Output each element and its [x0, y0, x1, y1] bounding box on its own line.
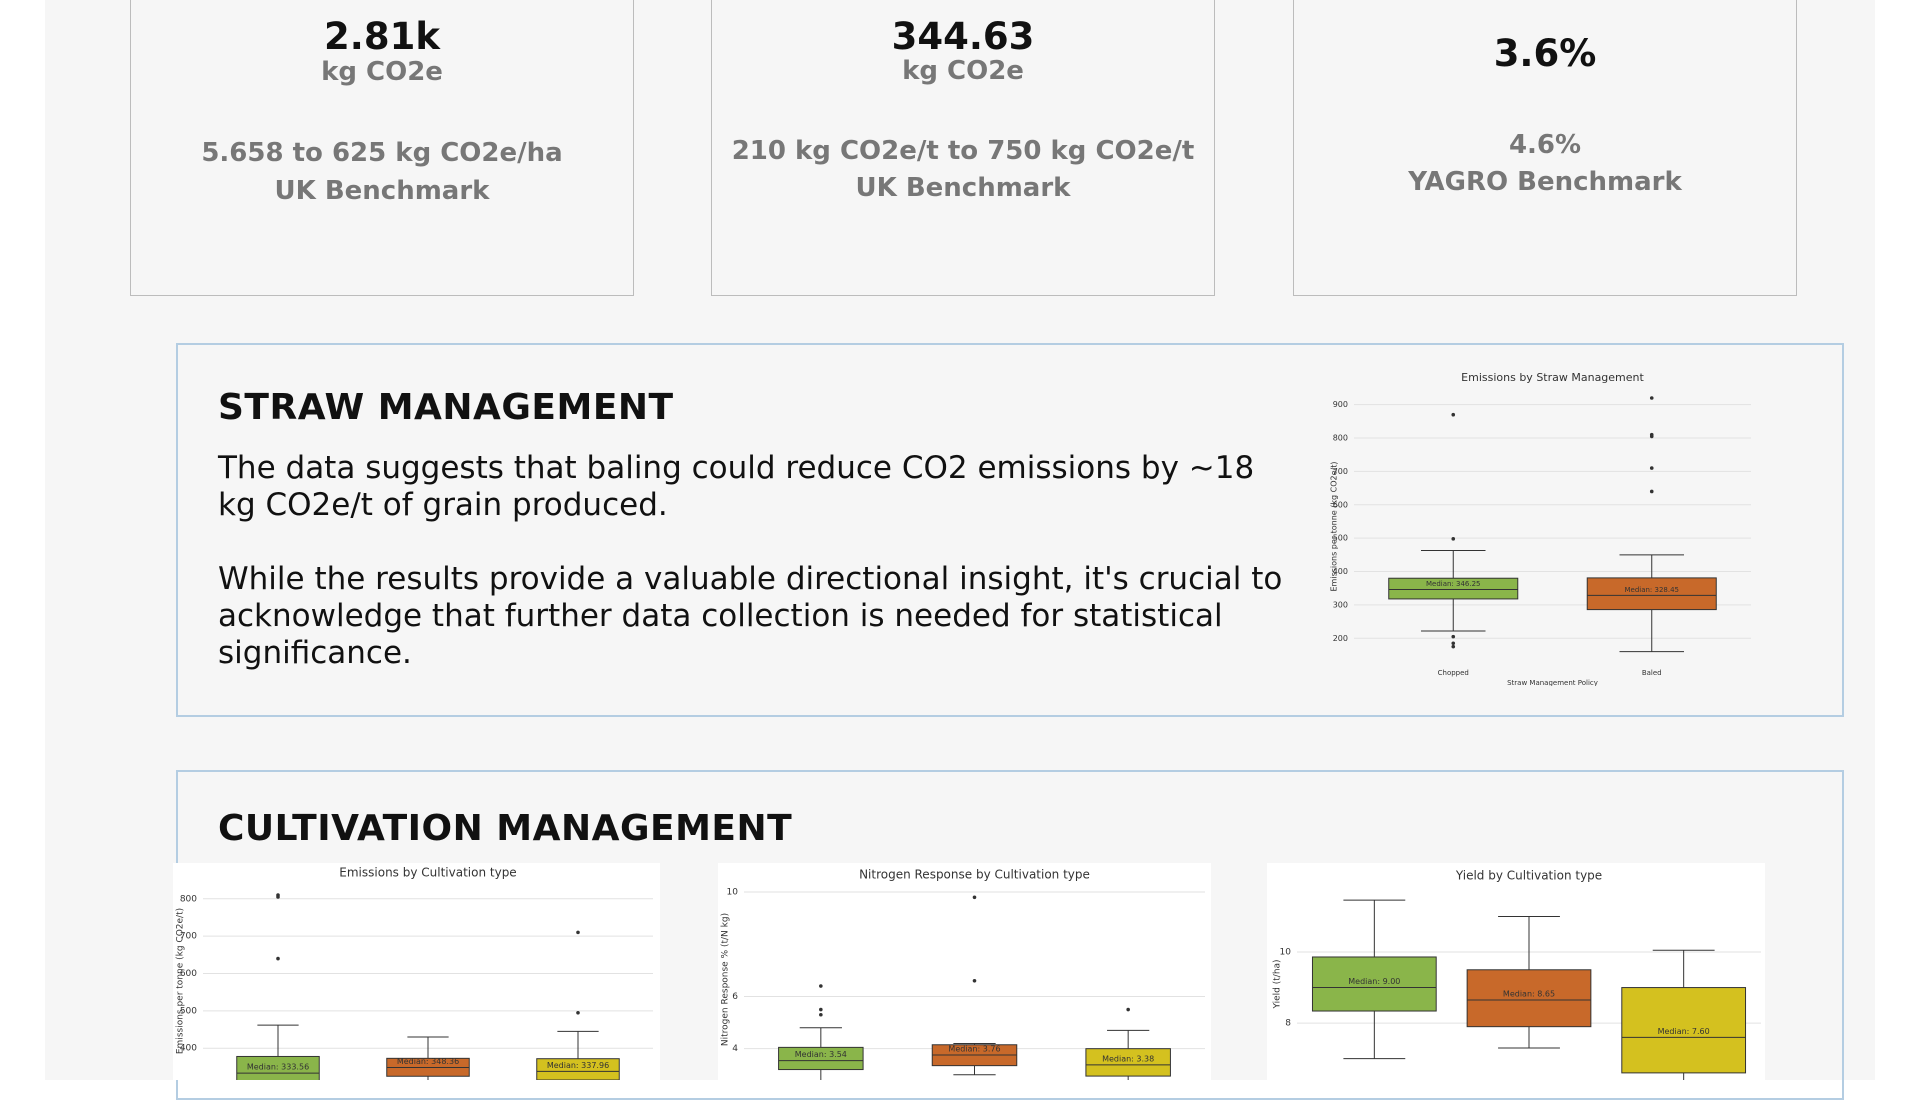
y-tick-label: 400	[1333, 567, 1348, 576]
outlier	[819, 984, 823, 988]
chart-title: Emissions by Cultivation type	[339, 866, 516, 880]
outlier	[1649, 489, 1654, 494]
outlier	[1649, 434, 1654, 439]
y-tick-label: 600	[1333, 500, 1348, 509]
y-axis-label: Emissions per tonne (kg CO2e/t)	[176, 908, 186, 1054]
median-label: Median: 9.00	[1348, 977, 1400, 986]
outlier	[819, 1012, 823, 1017]
kpi-value: 344.63	[891, 15, 1035, 58]
kpi-value: 2.81k	[324, 15, 440, 58]
kpi-card: 3.6% 4.6% YAGRO Benchmark	[1293, 0, 1797, 296]
box-chart: Yield by Cultivation type Yield (t/ha)8 10…	[1267, 863, 1765, 1080]
kpi-unit: kg CO2e	[321, 57, 443, 87]
median-label: Median: 3.54	[795, 1050, 847, 1059]
median-label: Median: 3.76	[948, 1044, 1000, 1053]
y-tick-label: 400	[180, 1044, 197, 1054]
box-chart: Emissions by Straw Management Emissions p…	[1330, 371, 1751, 686]
y-axis-label: Emissions per tonne (kg CO2e/t)	[1330, 462, 1339, 592]
median-label: Median: 337.96	[547, 1061, 609, 1070]
kpi-unit: kg CO2e	[902, 56, 1024, 86]
outlier	[972, 895, 977, 900]
straw-section: STRAW MANAGEMENT The data suggests that …	[176, 343, 1844, 717]
y-tick-label: 10	[727, 888, 739, 898]
box	[1388, 577, 1519, 600]
box	[1466, 969, 1592, 1028]
outlier	[1649, 396, 1654, 400]
median-label: Median: 333.56	[247, 1063, 309, 1072]
outlier	[1451, 537, 1456, 541]
y-tick-label: 10	[1280, 948, 1292, 958]
kpi-benchmark: UK Benchmark	[855, 173, 1071, 203]
box	[1621, 987, 1747, 1074]
y-tick-label: 900	[1333, 400, 1348, 409]
outlier	[1126, 1007, 1130, 1012]
y-tick-label: 4	[732, 1044, 738, 1054]
median-label: Median: 3.38	[1102, 1054, 1154, 1063]
kpi-card: 344.63 kg CO2e 210 kg CO2e/t to 750 kg C…	[711, 0, 1215, 296]
outlier	[1451, 644, 1456, 649]
x-tick-label: Baled	[1642, 669, 1662, 677]
box-chart: Nitrogen Response by Cultivation type Nit…	[718, 863, 1211, 1080]
box-chart: Emissions by Cultivation type Emissions p…	[173, 863, 660, 1080]
box	[236, 1055, 320, 1080]
paragraph: While the results provide a valuable dir…	[218, 561, 1283, 671]
x-tick-label: Chopped	[1438, 669, 1469, 677]
chart-title: Emissions by Straw Management	[1461, 371, 1644, 384]
median-label: Median: 328.45	[1624, 586, 1679, 594]
y-tick-label: 200	[1333, 634, 1348, 643]
median-label: Median: 348.36	[397, 1057, 459, 1066]
y-tick-label: 8	[1285, 1019, 1291, 1029]
outlier	[276, 895, 280, 899]
y-tick-label: 600	[180, 969, 197, 979]
box	[1085, 1048, 1171, 1077]
section-title: STRAW MANAGEMENT	[218, 387, 674, 428]
median-label: Median: 346.25	[1426, 580, 1481, 588]
kpi-range: 5.658 to 625 kg CO2e/ha	[201, 138, 563, 168]
y-tick-label: 800	[180, 894, 197, 904]
kpi-value: 3.6%	[1493, 32, 1597, 75]
x-axis-label: Straw Management Policy	[1507, 679, 1598, 686]
kpi-range: 210 kg CO2e/t to 750 kg CO2e/t	[731, 136, 1195, 166]
kpi-benchmark: UK Benchmark	[274, 176, 490, 206]
paragraph: The data suggests that baling could redu…	[218, 450, 1255, 523]
box	[1311, 956, 1437, 1012]
outlier	[819, 1007, 823, 1012]
y-tick-label: 300	[1333, 600, 1348, 609]
y-tick-label: 6	[732, 992, 738, 1002]
y-axis-label: Yield (t/ha)	[1273, 959, 1283, 1009]
outlier	[276, 956, 280, 961]
outlier	[1451, 412, 1456, 417]
outlier	[576, 930, 580, 935]
chart-title: Yield by Cultivation type	[1455, 869, 1602, 883]
outlier	[1451, 634, 1456, 639]
y-tick-label: 500	[1333, 534, 1348, 543]
outlier	[1649, 466, 1654, 470]
y-tick-label: 800	[1333, 434, 1348, 443]
y-tick-label: 500	[180, 1006, 197, 1016]
outlier	[576, 1010, 580, 1015]
box	[1586, 577, 1717, 611]
median-label: Median: 7.60	[1658, 1027, 1710, 1036]
y-tick-label: 700	[1333, 467, 1348, 476]
median-label: Median: 8.65	[1503, 990, 1555, 999]
y-tick-label: 700	[180, 932, 197, 942]
outlier	[972, 979, 977, 983]
chart-title: Nitrogen Response by Cultivation type	[859, 868, 1090, 882]
kpi-benchmark: YAGRO Benchmark	[1408, 167, 1682, 197]
box	[778, 1046, 864, 1071]
y-axis-label: Nitrogen Response % (t/N kg)	[721, 913, 731, 1046]
section-title: CULTIVATION MANAGEMENT	[218, 808, 793, 849]
kpi-range: 4.6%	[1508, 130, 1582, 160]
kpi-card: 2.81k kg CO2e 5.658 to 625 kg CO2e/ha UK…	[130, 0, 634, 296]
outlier	[1451, 641, 1456, 646]
